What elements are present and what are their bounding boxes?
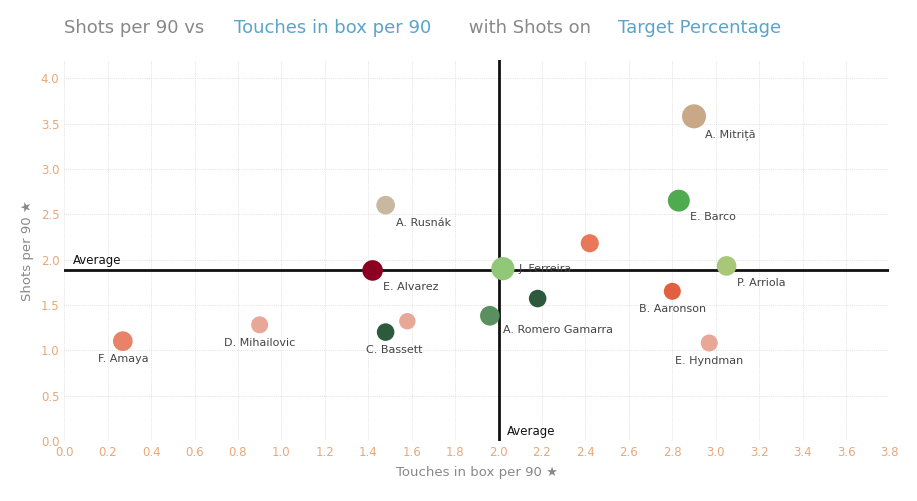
Point [365,267,380,275]
Text: A. Romero Gamarra: A. Romero Gamarra [503,325,613,335]
X-axis label: Touches in box per 90 ★: Touches in box per 90 ★ [396,466,558,478]
Text: Touches in box per 90: Touches in box per 90 [234,19,431,37]
Text: F. Amaya: F. Amaya [97,354,149,364]
Text: E. Alvarez: E. Alvarez [383,282,439,292]
Text: B. Aaronson: B. Aaronson [639,304,706,314]
Text: Average: Average [507,425,556,438]
Point [671,196,686,204]
Point [702,339,716,347]
Point [687,112,702,120]
Point [530,295,545,303]
Point [482,312,497,320]
Text: A. Mitriță: A. Mitriță [705,129,756,140]
Point [495,265,510,273]
Point [582,239,597,247]
Text: Shots per 90 vs: Shots per 90 vs [64,19,210,37]
Text: Target Percentage: Target Percentage [618,19,781,37]
Point [665,287,679,295]
Point [379,201,393,209]
Point [719,262,734,270]
Text: D. Mihailovic: D. Mihailovic [224,338,295,348]
Point [116,337,130,345]
Point [400,317,414,325]
Text: Average: Average [72,254,121,267]
Text: E. Barco: E. Barco [690,212,735,222]
Text: C. Bassett: C. Bassett [366,345,423,355]
Point [379,328,393,336]
Point [252,321,267,329]
Text: P. Arriola: P. Arriola [737,278,786,288]
Text: E. Hyndman: E. Hyndman [675,356,744,366]
Text: J. Ferreira: J. Ferreira [518,264,571,274]
Text: A. Rusnák: A. Rusnák [396,218,451,228]
Text: with Shots on: with Shots on [463,19,597,37]
Y-axis label: Shots per 90 ★: Shots per 90 ★ [21,200,34,301]
